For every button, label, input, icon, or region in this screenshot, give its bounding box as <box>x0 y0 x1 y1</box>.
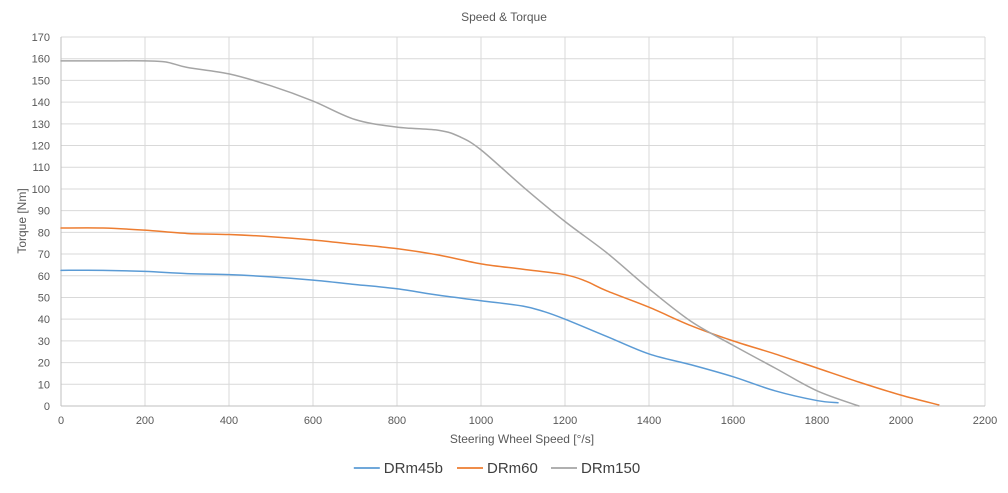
x-tick-label: 2000 <box>889 415 913 427</box>
y-tick-label: 110 <box>32 162 50 174</box>
x-axis-title: Steering Wheel Speed [°/s] <box>450 432 594 446</box>
y-tick-label: 50 <box>38 292 50 304</box>
y-tick-label: 80 <box>38 227 50 239</box>
y-tick-label: 40 <box>38 314 50 326</box>
series-line-drm60 <box>60 227 940 406</box>
y-tick-label: 20 <box>38 358 50 370</box>
x-tick-label: 400 <box>220 415 238 427</box>
legend-label-drm45b: DRm45b <box>384 460 443 477</box>
y-tick-label: 140 <box>32 97 50 109</box>
axes: 0 10 20 30 40 50 60 70 80 90 100 110 120 130 140 150 160… <box>32 32 998 427</box>
y-tick-label: 130 <box>32 119 50 131</box>
legend-label-drm150: DRm150 <box>581 460 640 477</box>
x-tick-label: 2200 <box>973 415 997 427</box>
y-tick-label: 150 <box>32 75 50 87</box>
y-tick-label: 10 <box>38 379 50 391</box>
y-tick-label: 120 <box>32 141 50 153</box>
y-tick-label: 70 <box>38 249 50 261</box>
x-tick-label: 1000 <box>469 415 493 427</box>
x-tick-label: 0 <box>58 415 64 427</box>
y-tick-label: 100 <box>32 184 50 196</box>
y-tick-label: 90 <box>38 206 50 218</box>
grid <box>61 36 986 406</box>
x-tick-label: 1200 <box>553 415 577 427</box>
x-tick-label: 1400 <box>637 415 661 427</box>
x-tick-label: 1600 <box>721 415 745 427</box>
x-tick-label: 800 <box>388 415 406 427</box>
y-tick-label: 60 <box>38 271 50 283</box>
legend-label-drm60: DRm60 <box>487 460 538 477</box>
y-tick-label: 170 <box>32 32 50 44</box>
legend: DRm45b DRm60 DRm150 <box>353 460 640 477</box>
x-tick-label: 1800 <box>805 415 829 427</box>
series-lines <box>60 60 940 407</box>
series-line-drm150 <box>60 60 860 407</box>
series-line-drm45b <box>60 269 839 404</box>
x-tick-label: 200 <box>136 415 154 427</box>
y-tick-label: 160 <box>32 54 50 66</box>
y-axis-title: Torque [Nm] <box>15 188 29 253</box>
x-tick-label: 600 <box>304 415 322 427</box>
y-tick-label: 0 <box>44 401 50 413</box>
chart-title: Speed & Torque <box>461 10 547 24</box>
y-tick-label: 30 <box>38 336 50 348</box>
